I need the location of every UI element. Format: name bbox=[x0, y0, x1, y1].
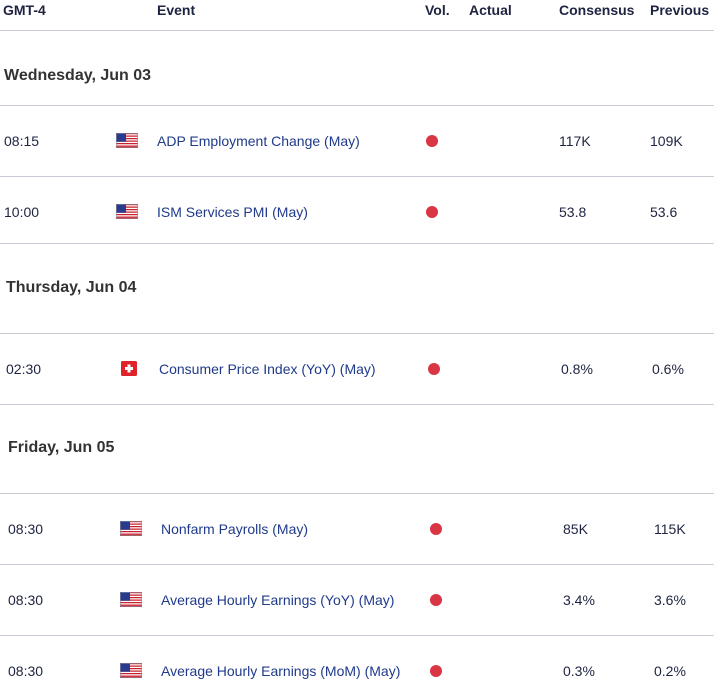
consensus-value: 85K bbox=[563, 521, 588, 537]
consensus-value: 3.4% bbox=[563, 592, 595, 608]
us-flag-icon bbox=[116, 204, 138, 219]
previous-value: 3.6% bbox=[654, 592, 686, 608]
previous-value: 53.6 bbox=[650, 204, 678, 220]
row-divider bbox=[0, 493, 714, 494]
event-time: 10:00 bbox=[4, 204, 40, 220]
us-flag-icon bbox=[120, 521, 142, 536]
header-divider bbox=[0, 30, 714, 31]
consensus-value: 53.8 bbox=[559, 204, 587, 220]
consensus-value: 0.8% bbox=[561, 361, 593, 377]
row-divider bbox=[0, 404, 714, 405]
previous-value: 0.2% bbox=[654, 663, 686, 679]
column-header-event: Event bbox=[157, 2, 196, 18]
event-time: 08:30 bbox=[8, 592, 44, 608]
event-time: 08:30 bbox=[8, 521, 44, 537]
column-header-timezone: GMT-4 bbox=[3, 2, 46, 18]
previous-value: 0.6% bbox=[652, 361, 684, 377]
high-volatility-dot bbox=[430, 594, 442, 606]
consensus-value: 0.3% bbox=[563, 663, 595, 679]
event-link[interactable]: Average Hourly Earnings (MoM) (May) bbox=[161, 663, 401, 679]
row-divider bbox=[0, 333, 714, 334]
row-divider bbox=[0, 105, 714, 106]
day-heading: Friday, Jun 05 bbox=[8, 439, 115, 456]
switzerland-flag-icon bbox=[118, 361, 140, 376]
high-volatility-dot bbox=[426, 135, 438, 147]
event-time: 08:15 bbox=[4, 133, 40, 149]
us-flag-icon bbox=[120, 592, 142, 607]
high-volatility-dot bbox=[430, 665, 442, 677]
event-time: 08:30 bbox=[8, 663, 44, 679]
column-header-vol: Vol. bbox=[425, 2, 450, 18]
event-link[interactable]: Nonfarm Payrolls (May) bbox=[161, 521, 309, 537]
row-divider bbox=[0, 564, 714, 565]
us-flag-icon bbox=[120, 663, 142, 678]
previous-value: 109K bbox=[650, 133, 683, 149]
row-divider bbox=[0, 243, 714, 244]
event-time: 02:30 bbox=[6, 361, 42, 377]
consensus-value: 117K bbox=[559, 133, 591, 149]
event-link[interactable]: ADP Employment Change (May) bbox=[157, 133, 360, 149]
event-link[interactable]: Consumer Price Index (YoY) (May) bbox=[159, 361, 376, 377]
row-divider bbox=[0, 176, 714, 177]
high-volatility-dot bbox=[430, 523, 442, 535]
event-link[interactable]: ISM Services PMI (May) bbox=[157, 204, 308, 220]
high-volatility-dot bbox=[426, 206, 438, 218]
high-volatility-dot bbox=[428, 363, 440, 375]
day-heading: Thursday, Jun 04 bbox=[6, 279, 137, 296]
event-link[interactable]: Average Hourly Earnings (YoY) (May) bbox=[161, 592, 395, 608]
day-heading: Wednesday, Jun 03 bbox=[4, 67, 152, 84]
us-flag-icon bbox=[116, 133, 138, 148]
column-header-previous: Previous bbox=[650, 2, 710, 18]
previous-value: 115K bbox=[654, 521, 686, 537]
column-header-consensus: Consensus bbox=[559, 2, 635, 18]
row-divider bbox=[0, 635, 714, 636]
column-header-actual: Actual bbox=[469, 2, 512, 18]
